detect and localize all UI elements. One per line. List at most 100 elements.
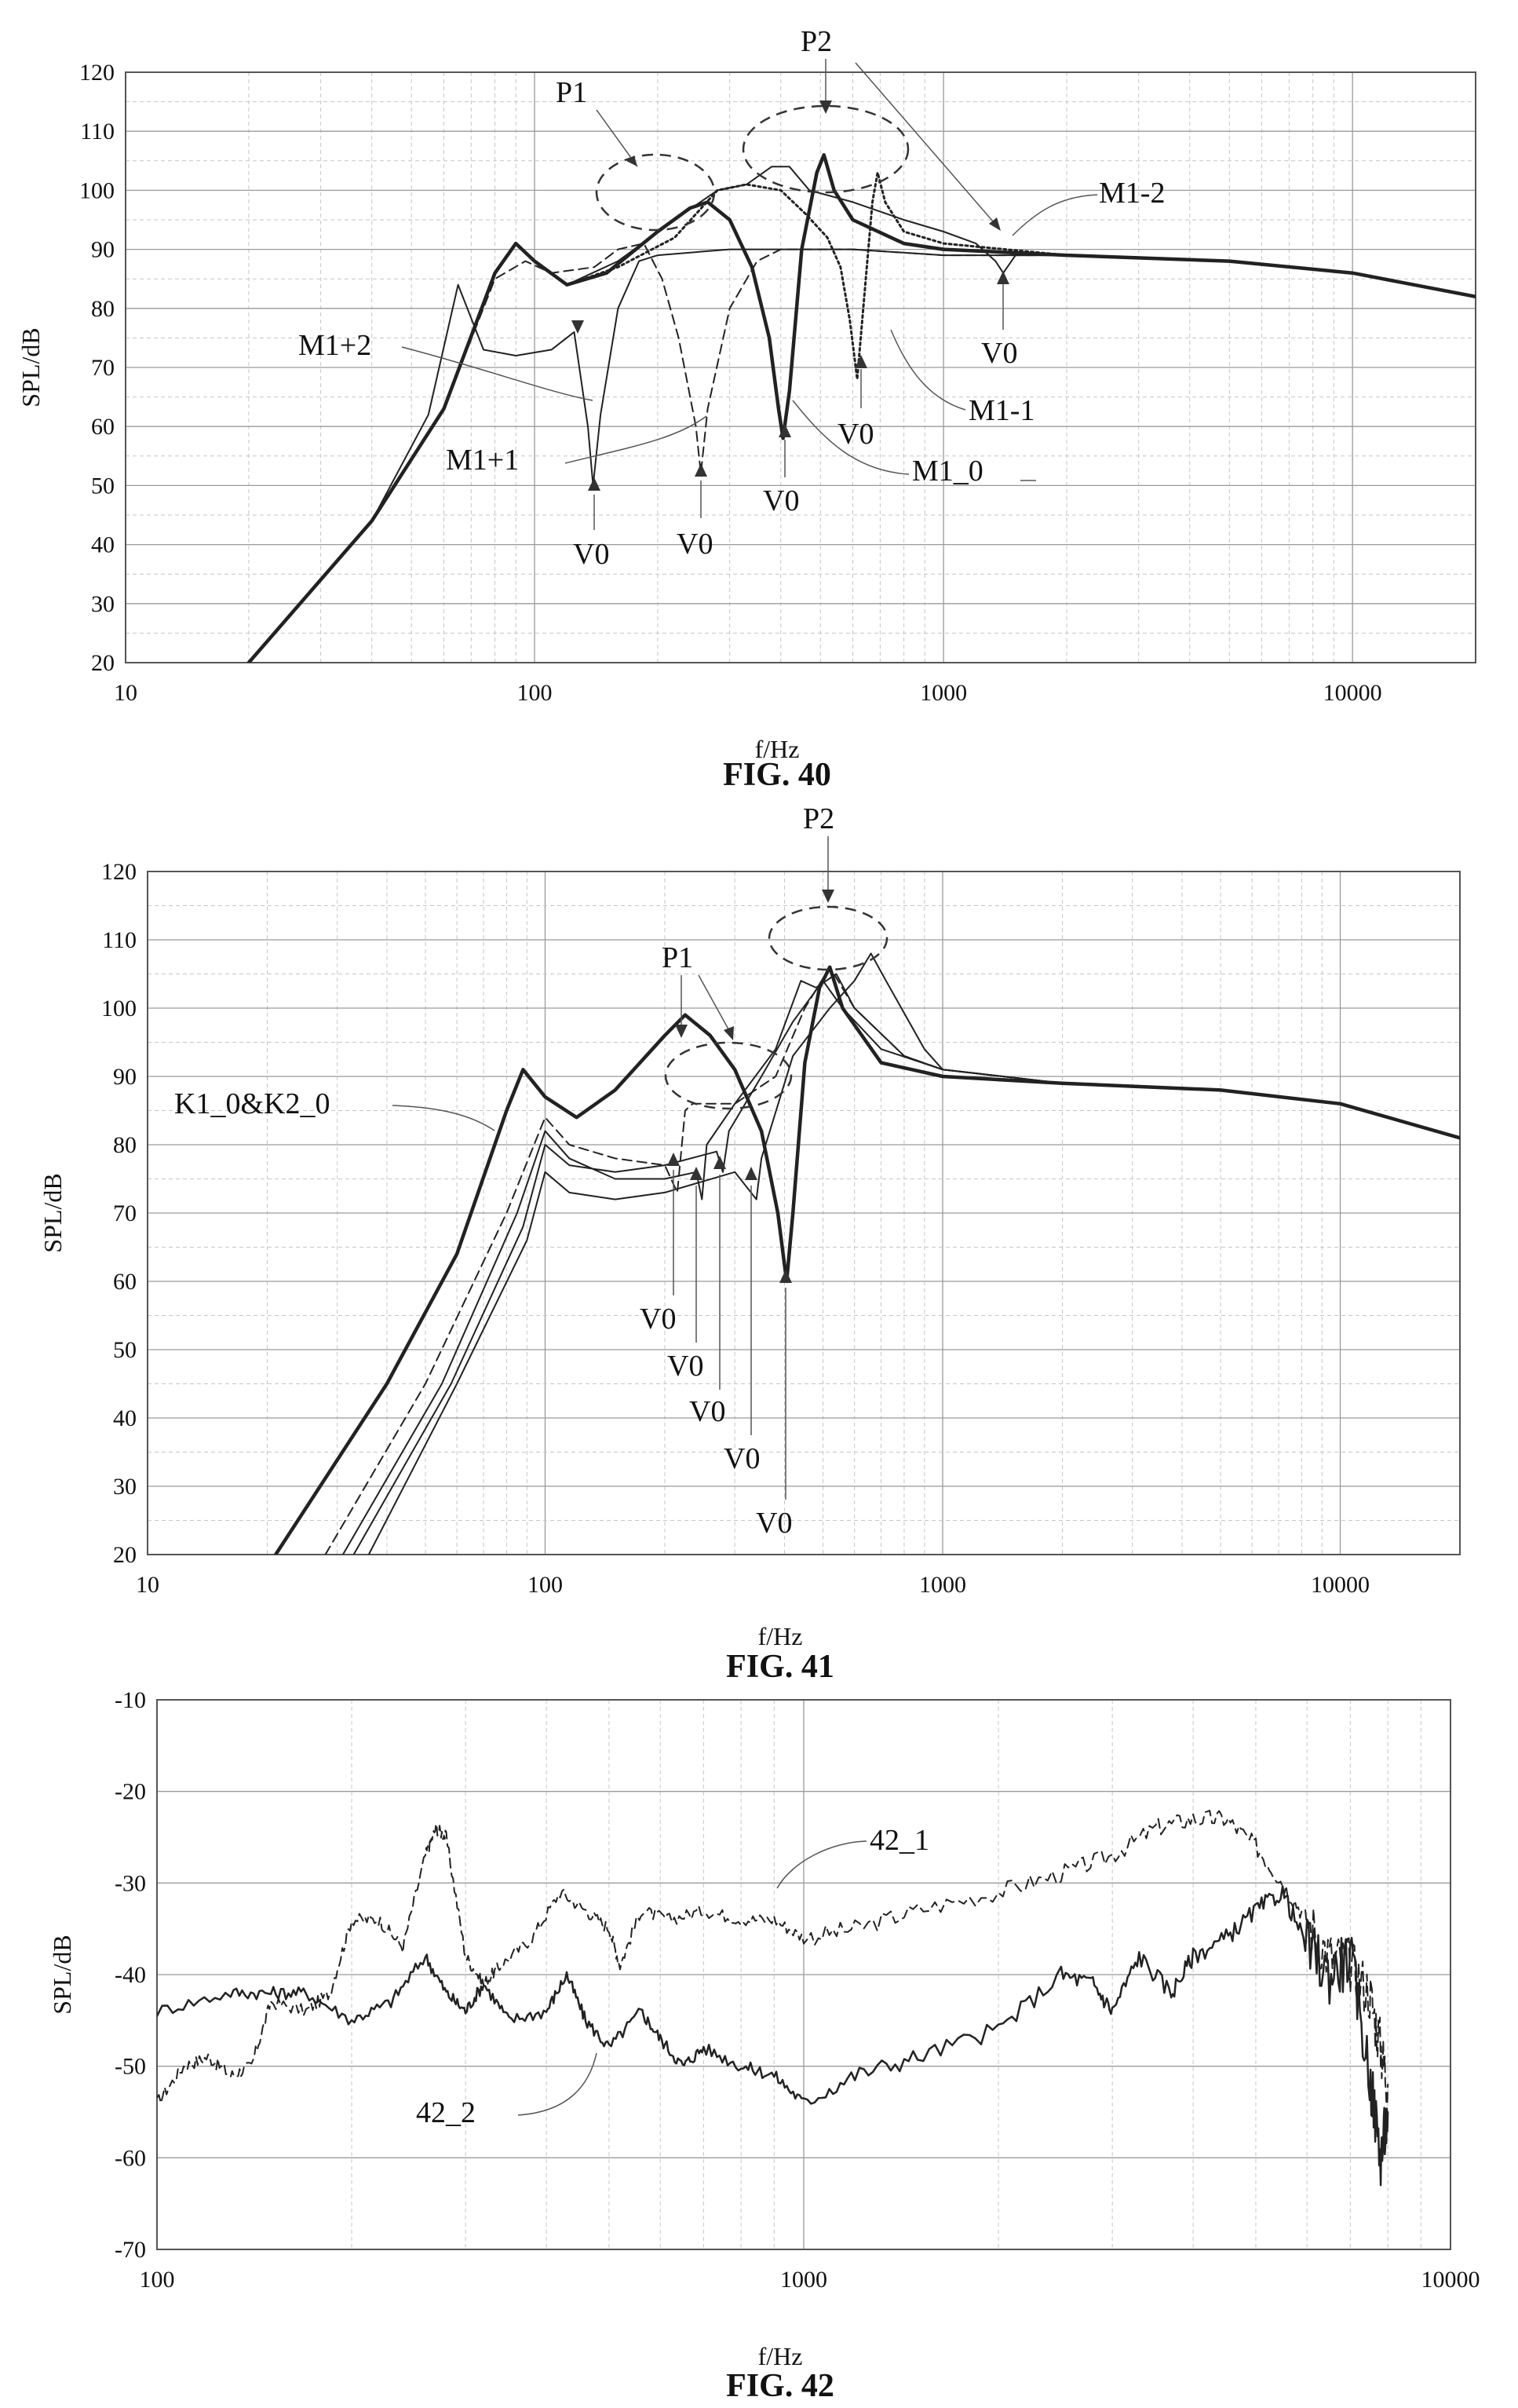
x-tick-label: 1000 bbox=[919, 1572, 966, 1598]
fig40-grid bbox=[125, 71, 1476, 663]
leader-p1-41-b bbox=[698, 974, 732, 1036]
y-tick-label: 100 bbox=[79, 177, 115, 203]
label-k1-0-k2-0: K1_0&K2_0 bbox=[174, 1087, 330, 1120]
label-v0-2: V0 bbox=[837, 418, 874, 451]
fig42-series-group bbox=[157, 1810, 1389, 2187]
label-m1-1: M1-1 bbox=[969, 394, 1035, 427]
y-axis-title: SPL/dB bbox=[16, 327, 45, 407]
marker-v0-3 bbox=[779, 424, 791, 437]
y-tick-label: 20 bbox=[91, 650, 115, 676]
fig40-series-M1-0 bbox=[246, 153, 1476, 663]
marker-v0-41-2 bbox=[690, 1167, 702, 1180]
label-v0-3: V0 bbox=[763, 484, 799, 517]
label-v0-4: V0 bbox=[677, 528, 713, 561]
marker-v0-1 bbox=[997, 271, 1009, 284]
label-42-1: 42_1 bbox=[870, 1824, 929, 1857]
leader-m1_0 bbox=[792, 400, 910, 475]
leader-m1-1 bbox=[890, 329, 966, 411]
y-tick-label: 30 bbox=[113, 1474, 137, 1500]
label-m1-2: M1-2 bbox=[1099, 177, 1165, 210]
leader-m1-2 bbox=[1012, 194, 1098, 236]
marker-v0-2 bbox=[855, 355, 867, 368]
fig40-series-group bbox=[246, 153, 1476, 663]
marker-v0-41-1 bbox=[667, 1153, 680, 1166]
y-tick-label: -20 bbox=[115, 1779, 146, 1805]
fig41-chart: 20 30 40 50 60 70 80 90 100 110 120 10 100 1000 10000 f… bbox=[38, 859, 1461, 1685]
y-tick-label: 80 bbox=[113, 1132, 137, 1158]
fig41-series-5 bbox=[367, 952, 1460, 1555]
x-tick-label: 10 bbox=[136, 1572, 159, 1598]
fig41-series-3 bbox=[341, 973, 1460, 1555]
fig40-annotations: P1 P2 M1-2 M1+2 M1+1 M1-1 M1_0 V0 V0 V0 … bbox=[298, 25, 1165, 571]
label-42-2: 42_2 bbox=[416, 2096, 476, 2129]
leader-m1+1 bbox=[564, 415, 707, 464]
y-tick-label: 60 bbox=[113, 1269, 137, 1295]
y-tick-label: -40 bbox=[115, 1962, 146, 1988]
label-v0-41-2: V0 bbox=[667, 1350, 703, 1383]
y-tick-label: -60 bbox=[115, 2145, 146, 2171]
x-tick-label: 1000 bbox=[780, 2267, 827, 2293]
x-tick-label: 10000 bbox=[1323, 680, 1382, 706]
y-tick-label: 50 bbox=[113, 1337, 137, 1363]
y-axis-title: SPL/dB bbox=[48, 1935, 76, 2014]
plots-layer: 20 30 40 50 60 70 80 90 100 110 120 10 100 1000 10000 f… bbox=[16, 60, 1480, 2404]
x-axis-title: f/Hz bbox=[758, 2342, 803, 2370]
fig40-series-M1-1 bbox=[247, 243, 1476, 663]
label-v0-41-3: V0 bbox=[689, 1395, 725, 1428]
arrow-p1-41-b bbox=[724, 1026, 734, 1040]
leader-m1+2 bbox=[401, 346, 593, 401]
fig42-annotations: 42_1 42_2 bbox=[416, 1824, 929, 2129]
label-v0-41-5: V0 bbox=[756, 1507, 792, 1540]
arrow-p2-right bbox=[989, 217, 1001, 231]
fig41-annotations: P1 P2 K1_0&K2_0 V0 V0 V0 V0 V0 bbox=[174, 802, 889, 1540]
y-tick-label: 30 bbox=[91, 591, 115, 617]
fig42-grid bbox=[156, 1699, 1450, 2250]
y-tick-label: -10 bbox=[115, 1687, 146, 1713]
fig42-chart: -10 -20 -30 -40 -50 -60 -70 100 1000 10000 f/Hz SPL… bbox=[48, 1687, 1480, 2404]
y-tick-label: 60 bbox=[91, 414, 115, 440]
label-v0-1: V0 bbox=[981, 337, 1017, 370]
fig41-plot-frame bbox=[147, 871, 1461, 1555]
y-tick-label: 120 bbox=[101, 859, 137, 885]
y-axis-title: SPL/dB bbox=[38, 1173, 67, 1252]
arrow-p2 bbox=[819, 100, 832, 114]
p2-ellipse bbox=[742, 104, 910, 194]
y-tick-label: -70 bbox=[115, 2237, 146, 2263]
label-m1_0: M1_0 bbox=[912, 455, 983, 488]
label-v0-41-4: V0 bbox=[724, 1442, 760, 1475]
y-tick-label: 70 bbox=[113, 1200, 137, 1226]
fig42-plot-frame bbox=[156, 1699, 1451, 2250]
y-tick-label: 90 bbox=[113, 1064, 137, 1090]
marker-v0-6 bbox=[571, 320, 584, 334]
figure-title: FIG. 40 bbox=[723, 757, 831, 793]
arrow-p2-41 bbox=[822, 890, 834, 903]
y-tick-label: -30 bbox=[115, 1870, 146, 1896]
p2-ellipse-41 bbox=[768, 905, 889, 971]
y-tick-label: 110 bbox=[80, 119, 115, 144]
p1-ellipse-41 bbox=[664, 1041, 793, 1110]
marker-v0-4 bbox=[695, 463, 707, 477]
leader-p2-right bbox=[855, 62, 999, 228]
x-tick-label: 1000 bbox=[920, 680, 967, 706]
marker-v0-41-3 bbox=[713, 1156, 726, 1169]
figure-title: FIG. 42 bbox=[726, 2368, 834, 2404]
y-tick-label: 40 bbox=[113, 1405, 137, 1431]
arrow-p1-41 bbox=[675, 1025, 688, 1038]
marker-v0-41-5 bbox=[779, 1270, 792, 1283]
y-tick-label: 20 bbox=[113, 1542, 137, 1568]
leader-p1 bbox=[596, 109, 638, 167]
fig42-series-42-1 bbox=[157, 1810, 1389, 2106]
label-v0-41-1: V0 bbox=[640, 1303, 676, 1336]
x-tick-label: 100 bbox=[140, 2267, 175, 2293]
label-p1: P1 bbox=[556, 76, 587, 109]
leader-42-2 bbox=[517, 2052, 597, 2116]
leader-k1-0-k2-0 bbox=[392, 1105, 495, 1131]
x-axis-title: f/Hz bbox=[758, 1622, 803, 1650]
fig41-series-group bbox=[273, 952, 1460, 1555]
y-tick-label: 80 bbox=[91, 296, 115, 322]
x-tick-label: 100 bbox=[517, 680, 553, 706]
fig40-plot-frame bbox=[125, 71, 1476, 663]
label-m1+1: M1+1 bbox=[446, 444, 519, 477]
y-tick-label: 90 bbox=[91, 237, 115, 263]
